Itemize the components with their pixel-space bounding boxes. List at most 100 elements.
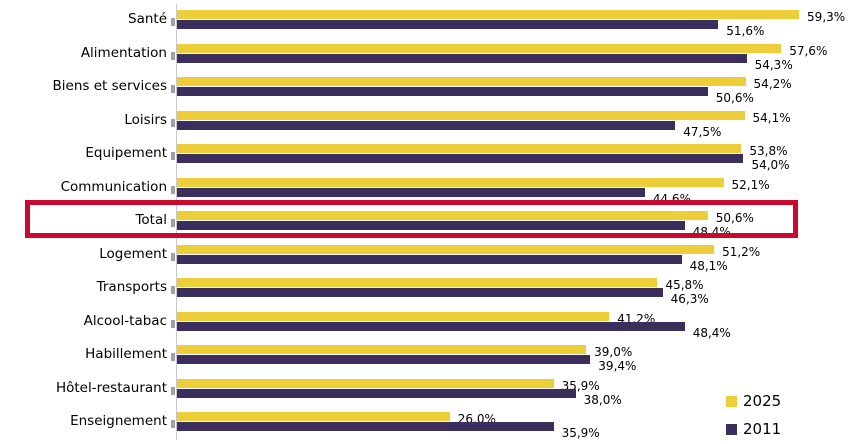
legend: 2025 2011	[726, 0, 862, 444]
value-label-2025: 54,1%	[752, 110, 791, 125]
bar-group: Transports 45,8% 46,3%	[0, 268, 862, 306]
bar-pair: 51,2% 48,1%	[177, 235, 862, 273]
bar-2025	[177, 412, 450, 421]
category-label: Loisirs	[124, 111, 167, 128]
category-label: Transports	[96, 279, 167, 295]
value-label-2011: 47,5%	[683, 124, 722, 139]
category-label: Santé	[128, 11, 167, 27]
bar-2025	[177, 378, 554, 388]
axis-tick-icon	[171, 152, 175, 160]
category-label: Logement	[99, 245, 167, 262]
category-label: Enseignement	[70, 413, 167, 429]
bar-2025	[177, 77, 746, 86]
legend-swatch-2025-icon	[726, 395, 737, 407]
axis-tick-icon	[171, 185, 175, 194]
bar-2011	[177, 120, 676, 130]
axis-tick-icon	[171, 386, 175, 395]
category-label: Habillement	[85, 346, 167, 362]
category-label: Alimentation	[80, 44, 167, 61]
bar-2025	[177, 43, 782, 53]
bar-pair: 53,8% 54,0%	[177, 134, 862, 172]
bar-2025	[177, 278, 658, 287]
axis-tick-icon	[171, 353, 175, 361]
bar-2025	[177, 144, 742, 153]
bar-pair: 26,0% 35,9%	[177, 402, 862, 440]
value-label-2025: 52,1%	[731, 177, 770, 192]
bar-group: Habillement 39,0% 39,4%	[0, 335, 862, 373]
axis-tick-icon	[171, 420, 175, 428]
value-label-2011: 54,0%	[751, 158, 790, 172]
bar-group: Alimentation 57,6% 54,3%	[0, 34, 862, 72]
bar-2025	[177, 345, 587, 354]
bar-2025	[177, 244, 715, 254]
value-label-2011: 50,6%	[715, 91, 754, 105]
legend-item-2025: 2025	[726, 393, 781, 409]
legend-label-2011: 2011	[743, 420, 782, 438]
axis-tick-icon	[171, 286, 175, 294]
bar-2011	[177, 288, 663, 297]
bar-2011	[177, 221, 685, 230]
bar-2011	[177, 187, 645, 197]
bar-pair: 54,1% 47,5%	[177, 101, 862, 139]
legend-item-2011: 2011	[726, 421, 781, 437]
bar-2025	[177, 311, 610, 321]
category-label: Hôtel-restaurant	[55, 379, 167, 396]
value-label-2011: 39,4%	[598, 359, 637, 373]
bar-group: Communication 52,1% 44,6%	[0, 168, 862, 206]
bar-pair: 41,2% 48,4%	[177, 302, 862, 340]
bar-2025	[177, 177, 724, 187]
bar-pair: 35,9% 38,0%	[177, 369, 862, 407]
category-label: Communication	[60, 178, 167, 195]
axis-tick-icon	[171, 51, 175, 60]
bar-pair: 45,8% 46,3%	[177, 268, 862, 306]
bar-2011	[177, 254, 682, 264]
legend-label-2025: 2025	[743, 392, 782, 410]
bar-group: Logement 51,2% 48,1%	[0, 235, 862, 273]
category-label: Alcool-tabac	[83, 312, 167, 329]
category-label: Total	[135, 212, 167, 228]
bar-group: Loisirs 54,1% 47,5%	[0, 101, 862, 139]
value-label-2025: 45,8%	[665, 278, 704, 292]
bar-2011	[177, 87, 708, 96]
category-label: Equipement	[85, 145, 167, 161]
value-label-2011: 38,0%	[583, 392, 622, 407]
bar-pair: 57,6% 54,3%	[177, 34, 862, 72]
axis-tick-icon	[171, 319, 175, 328]
value-label-2025: 51,2%	[722, 244, 761, 259]
bar-group: Biens et services 54,2% 50,6%	[0, 67, 862, 105]
axis-tick-icon	[171, 18, 175, 26]
bar-group: Hôtel-restaurant 35,9% 38,0%	[0, 369, 862, 407]
value-label-2025: 53,8%	[749, 144, 788, 158]
bar-group: Total 50,6% 48,4%	[0, 201, 862, 239]
bar-pair: 54,2% 50,6%	[177, 67, 862, 105]
bar-pair: 39,0% 39,4%	[177, 335, 862, 373]
bar-2011	[177, 321, 685, 331]
bar-group: Enseignement 26,0% 35,9%	[0, 402, 862, 440]
value-label-2025: 54,2%	[753, 77, 792, 91]
bar-group: Equipement 53,8% 54,0%	[0, 134, 862, 172]
axis-tick-icon	[171, 219, 175, 227]
value-label-2025: 57,6%	[789, 43, 828, 58]
bar-pair: 59,3% 51,6%	[177, 0, 862, 38]
bar-2025	[177, 110, 745, 120]
value-label-2011: 48,4%	[692, 325, 731, 340]
value-label-2011: 46,3%	[670, 292, 709, 306]
bar-group: Alcool-tabac 41,2% 48,4%	[0, 302, 862, 340]
legend-swatch-2011-icon	[726, 423, 737, 435]
value-label-2025: 39,0%	[594, 345, 633, 359]
bar-2011	[177, 53, 747, 63]
value-label-2011: 51,6%	[726, 24, 765, 38]
bar-2011	[177, 20, 719, 29]
bar-2025	[177, 211, 708, 220]
value-label-2025: 50,6%	[715, 211, 754, 225]
bar-2011	[177, 388, 576, 398]
bar-group: Santé 59,3% 51,6%	[0, 0, 862, 38]
category-label: Biens et services	[52, 78, 167, 94]
value-label-2011: 35,9%	[561, 426, 600, 440]
bar-2011	[177, 154, 744, 163]
bar-2011	[177, 422, 554, 431]
category-axis-line	[176, 4, 177, 440]
bar-2025	[177, 10, 800, 19]
axis-tick-icon	[171, 118, 175, 127]
